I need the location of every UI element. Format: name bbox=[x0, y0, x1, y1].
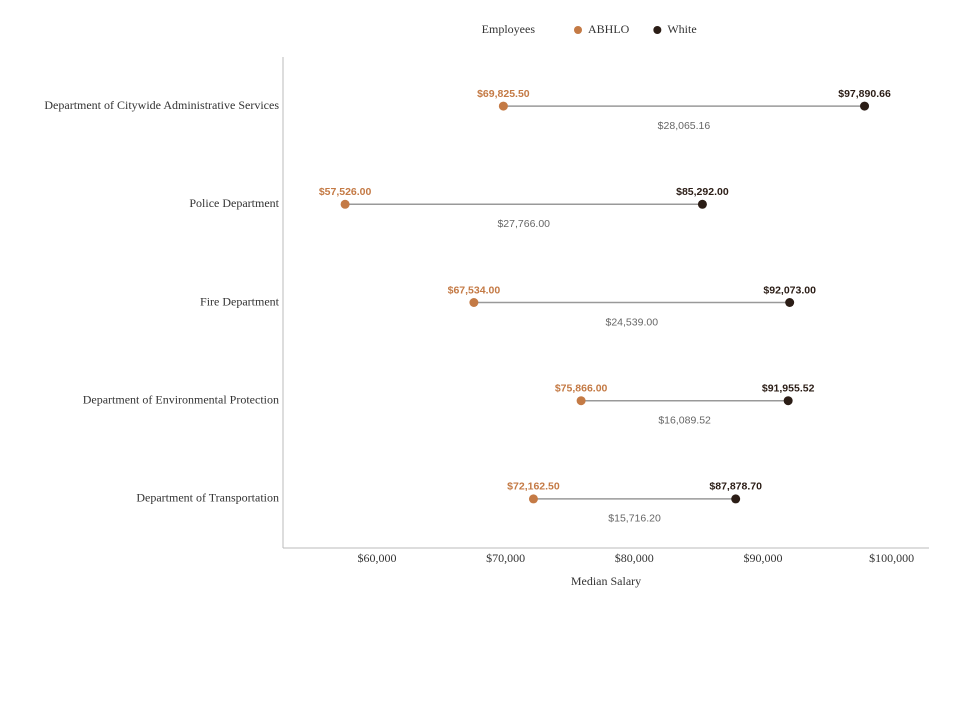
point bbox=[697, 199, 707, 209]
value-label: $92,073.00 bbox=[763, 284, 816, 296]
x-tick-label: $80,000 bbox=[615, 551, 654, 565]
value-label: $87,878.70 bbox=[709, 481, 762, 493]
legend-label: ABHLO bbox=[588, 22, 630, 36]
value-label: $57,526.00 bbox=[319, 186, 372, 198]
difference-label: $16,089.52 bbox=[658, 414, 711, 426]
point bbox=[860, 101, 870, 111]
x-tick-label: $90,000 bbox=[743, 551, 782, 565]
difference-label: $27,766.00 bbox=[497, 218, 550, 230]
point bbox=[340, 199, 350, 209]
difference-label: $24,539.00 bbox=[606, 316, 659, 328]
y-tick-label: Police Department bbox=[189, 196, 279, 210]
point bbox=[731, 494, 741, 504]
point bbox=[528, 494, 538, 504]
legend-label: White bbox=[667, 22, 696, 36]
point bbox=[469, 298, 479, 307]
x-tick-label: $60,000 bbox=[357, 551, 396, 565]
y-tick-label: Department of Environmental Protection bbox=[83, 392, 279, 406]
point bbox=[498, 101, 508, 111]
value-label: $75,866.00 bbox=[555, 382, 608, 394]
legend-marker bbox=[653, 26, 662, 34]
point bbox=[576, 396, 586, 406]
difference-label: $15,716.20 bbox=[608, 513, 661, 525]
legend-marker bbox=[574, 26, 582, 34]
legend-title: Employees bbox=[482, 22, 536, 36]
value-label: $67,534.00 bbox=[448, 284, 501, 296]
value-label: $72,162.50 bbox=[507, 481, 560, 493]
y-tick-label: Department of Citywide Administrative Se… bbox=[44, 98, 279, 112]
point bbox=[785, 298, 795, 307]
difference-label: $28,065.16 bbox=[658, 120, 711, 132]
y-tick-label: Fire Department bbox=[200, 294, 280, 308]
y-tick-label: Department of Transportation bbox=[136, 491, 279, 505]
x-tick-label: $70,000 bbox=[486, 551, 525, 565]
value-label: $85,292.00 bbox=[676, 186, 729, 198]
value-label: $91,955.52 bbox=[762, 382, 815, 394]
point bbox=[783, 396, 793, 406]
value-label: $97,890.66 bbox=[838, 88, 891, 100]
x-tick-label: $100,000 bbox=[869, 551, 914, 565]
x-axis-label: Median Salary bbox=[571, 574, 641, 588]
value-label: $69,825.50 bbox=[477, 88, 530, 100]
